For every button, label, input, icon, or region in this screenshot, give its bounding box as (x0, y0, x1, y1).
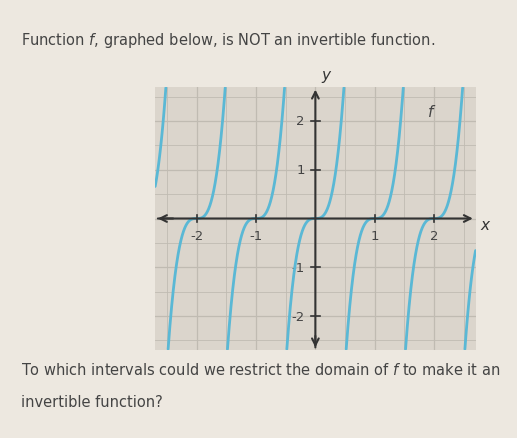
Text: Function $f$, graphed below, is NOT an invertible function.: Function $f$, graphed below, is NOT an i… (21, 31, 435, 49)
Text: f: f (428, 105, 434, 120)
Text: $x$: $x$ (480, 217, 491, 232)
Text: 2: 2 (296, 115, 305, 128)
Text: -2: -2 (292, 310, 305, 323)
Text: invertible function?: invertible function? (21, 394, 162, 409)
Text: 1: 1 (371, 230, 379, 243)
Text: 1: 1 (296, 164, 305, 177)
Text: -1: -1 (249, 230, 263, 243)
Text: $y$: $y$ (321, 69, 333, 85)
Text: 2: 2 (430, 230, 438, 243)
Text: To which intervals could we restrict the domain of $f$ to make it an: To which intervals could we restrict the… (21, 361, 500, 377)
Text: -1: -1 (292, 261, 305, 274)
Text: -2: -2 (190, 230, 203, 243)
